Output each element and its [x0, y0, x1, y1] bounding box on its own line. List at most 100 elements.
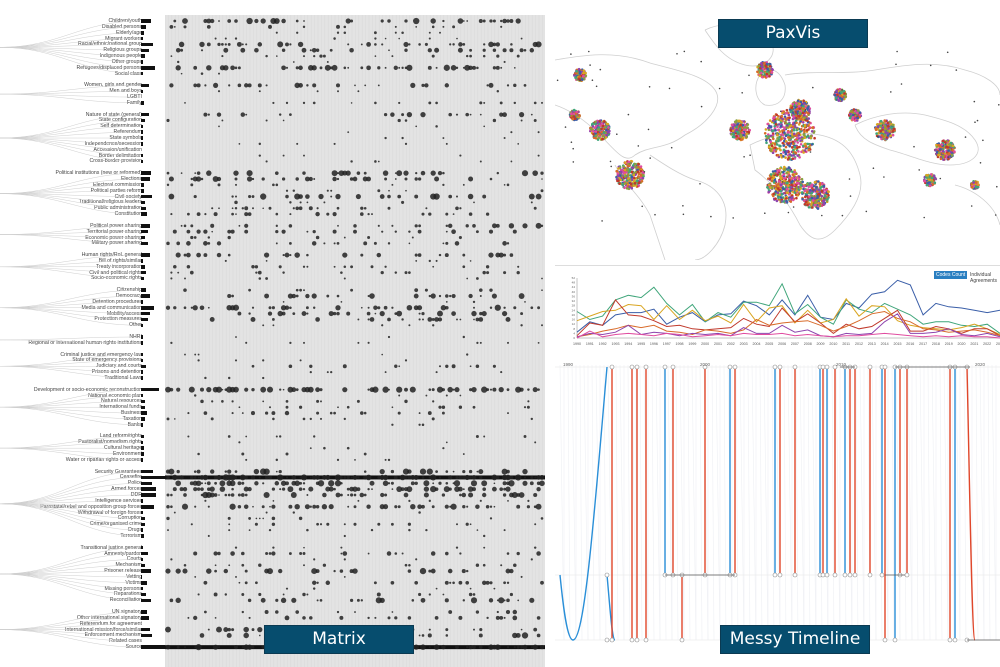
matrix-category-count-bar	[141, 551, 148, 556]
matrix-category-label[interactable]: Children/youth	[108, 18, 142, 24]
paxvis-map[interactable]	[555, 15, 1000, 260]
matrix-category-label[interactable]: Cross-border provision	[89, 158, 142, 165]
matrix-category-label[interactable]: State of emergency provisions	[72, 357, 142, 364]
svg-text:2007: 2007	[791, 342, 799, 346]
svg-text:4: 4	[573, 331, 575, 335]
matrix-category-label[interactable]: Traditional/religious leaders	[78, 199, 142, 206]
timeline-year-label: 1990	[563, 362, 574, 367]
matrix-category-label[interactable]: Other international signatory	[76, 614, 142, 621]
messy-timeline[interactable]	[555, 355, 1000, 650]
matrix-category-label[interactable]: Withdrawal of foreign forces	[77, 509, 142, 516]
matrix-category-count-bar	[141, 112, 149, 117]
svg-text:1992: 1992	[599, 342, 607, 346]
matrix-category-count-bar	[141, 89, 143, 94]
matrix-category-count-bar	[141, 545, 143, 550]
matrix-category-label[interactable]: Nature of state (general)	[85, 111, 142, 118]
matrix-category-count-bar	[141, 446, 144, 450]
matrix-category-count-bar	[141, 581, 147, 585]
matrix-category-count-bar	[141, 270, 146, 275]
matrix-category-count-bar	[141, 189, 144, 193]
matrix-category-label[interactable]: Accession/unification	[93, 146, 142, 153]
matrix-category-label[interactable]: Border delimitation	[98, 152, 142, 159]
matrix-category-count-bar	[141, 434, 144, 439]
matrix-category-label[interactable]: Water or riparian rights or access	[65, 456, 142, 463]
matrix-category-label[interactable]: Socio-economic rights	[90, 275, 142, 282]
matrix-category-label[interactable]: State configuration	[98, 117, 142, 124]
matrix-category-count-bar	[141, 633, 152, 638]
matrix-category-count-bar	[141, 323, 143, 328]
matrix-category-label[interactable]: Constitution	[114, 211, 142, 218]
matrix-category-label[interactable]: Related cases	[109, 638, 142, 645]
svg-text:2013: 2013	[868, 342, 876, 346]
matrix-category-count-bar	[141, 569, 151, 573]
matrix-category-count-bar	[141, 616, 149, 620]
matrix-category-label[interactable]: Parastatal/rebel and opposition group fo…	[40, 503, 142, 510]
matrix-category-label[interactable]: Independence/secession	[84, 140, 142, 147]
matrix-category-count-bar	[141, 610, 147, 614]
matrix-category-label[interactable]: Civil and political rights	[89, 269, 142, 276]
svg-text:2022: 2022	[983, 342, 991, 346]
matrix-category-label[interactable]: Prisons and detention	[91, 369, 142, 376]
svg-text:44: 44	[572, 285, 576, 289]
matrix-category-label[interactable]: Regional or international human rights i…	[28, 339, 142, 346]
matrix-title-badge: Matrix	[264, 625, 414, 654]
svg-text:1990: 1990	[573, 342, 581, 346]
matrix-dots	[165, 15, 545, 667]
matrix-category-label[interactable]: Bill of rights/similar	[98, 257, 142, 264]
matrix-category-count-bar	[141, 101, 144, 105]
matrix-category-label[interactable]: Pastoralist/nomadism rights	[78, 439, 142, 446]
matrix-category-label[interactable]: Political power sharing	[90, 222, 142, 229]
matrix-category-label[interactable]: Reconciliation	[109, 597, 142, 604]
matrix-category-label[interactable]: Migrant workers	[105, 35, 142, 42]
matrix-category-label[interactable]: Crime/organised crime	[89, 521, 142, 528]
matrix-category-label[interactable]: Reparations	[114, 591, 142, 598]
timeline-year-label: 2010	[836, 362, 847, 367]
matrix-category-label[interactable]: Detention procedures	[92, 298, 142, 305]
matrix-category-label[interactable]: Military power sharing	[91, 240, 142, 247]
matrix-category-count-bar	[141, 458, 143, 462]
matrix-category-label[interactable]: Disabled persons	[101, 23, 142, 30]
matrix-category-count-bar	[141, 493, 156, 497]
matrix-category-label[interactable]: Land reform/rights	[99, 433, 142, 440]
matrix-category-label[interactable]: Refugees/displaced persons	[76, 64, 142, 71]
svg-text:40: 40	[572, 290, 576, 294]
matrix-category-label[interactable]: Human rights/RoL general	[81, 252, 142, 259]
svg-text:0: 0	[573, 336, 575, 340]
matrix-category-count-bar	[141, 335, 143, 339]
matrix-category-count-bar	[141, 48, 149, 53]
line-chart[interactable]: 1990 1991 1992 1993 1994 1995 1996 1997 1998 1999…	[555, 265, 1000, 351]
matrix-category-count-bar	[141, 224, 150, 228]
matrix-category-label[interactable]: Security Guarantees	[94, 468, 142, 475]
matrix-category-count-bar	[141, 627, 150, 632]
matrix-category-label[interactable]: UN signatory	[112, 609, 142, 616]
svg-text:52: 52	[572, 276, 576, 280]
legend-individual-agreements-toggle[interactable]: Individual Agreements	[970, 272, 997, 284]
matrix-category-label[interactable]: Criminal justice and emergency law	[60, 351, 142, 358]
matrix-category-label[interactable]: Public administration	[94, 205, 142, 212]
legend-codes-count-toggle[interactable]: Codes Count	[934, 271, 968, 279]
matrix-category-label[interactable]: Missing persons	[104, 585, 142, 592]
matrix-category-count-bar	[141, 481, 152, 486]
matrix-category-count-bar	[141, 124, 143, 129]
matrix-category-label[interactable]: Electoral commission	[92, 181, 142, 188]
matrix-category-label[interactable]: Indigenous people	[99, 53, 142, 60]
matrix-category-count-bar	[141, 60, 143, 64]
matrix-category-label[interactable]: Self determination	[100, 123, 142, 130]
matrix-category-label[interactable]: Transitional justice general	[80, 544, 142, 551]
matrix-category-count-bar	[141, 212, 147, 216]
matrix-category-label[interactable]: Natural resources	[101, 398, 142, 405]
matrix-grid[interactable]	[165, 15, 545, 667]
matrix-category-label[interactable]: Referendum for agreement	[79, 620, 142, 627]
matrix-category-label[interactable]: Racial/ethnic/national group	[77, 41, 142, 48]
matrix-category-label[interactable]: National economic plan	[88, 392, 142, 399]
matrix-category-label[interactable]: Traditional Laws	[104, 374, 142, 381]
matrix-category-label[interactable]: Amnesty/pardon	[104, 550, 142, 557]
svg-text:2016: 2016	[906, 342, 914, 346]
matrix-category-label[interactable]: Enforcement mechanism	[84, 632, 142, 639]
matrix-category-label[interactable]: Women, girls and gender	[84, 82, 142, 89]
matrix-category-label[interactable]: Development or socio-economic reconstruc…	[33, 386, 142, 393]
matrix-category-label[interactable]: Social class	[114, 70, 142, 77]
matrix-category-label[interactable]: Protection measures	[94, 316, 142, 323]
matrix-category-label[interactable]: Armed forces	[111, 486, 142, 493]
matrix-category-label[interactable]: Political institutions (new or reformed)	[55, 170, 143, 177]
